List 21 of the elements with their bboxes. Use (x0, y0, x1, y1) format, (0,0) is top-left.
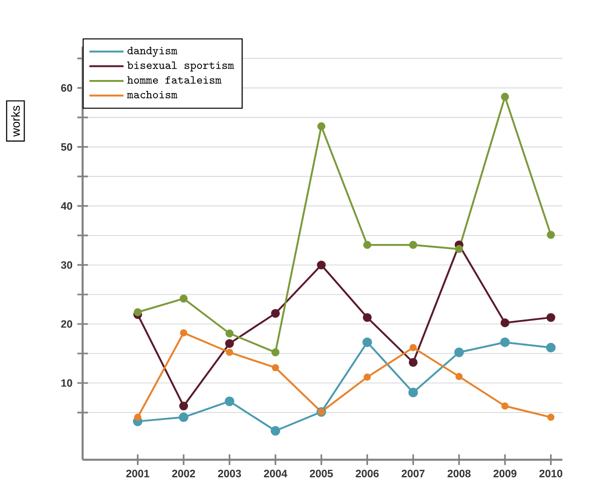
y-axis-title: works (11, 106, 20, 137)
x-tick-label: 2006 (356, 470, 379, 478)
x-tick-label: 2009 (493, 470, 516, 478)
x-tick-label: 2003 (218, 470, 241, 478)
y-tick-label: 40 (60, 202, 72, 210)
y-tick-label: 20 (61, 320, 72, 328)
y-tick-label: 30 (60, 261, 72, 269)
legend-label: dandyism (128, 47, 178, 58)
x-tick-label: 2008 (448, 470, 471, 478)
x-tick-label: 2004 (264, 470, 288, 478)
x-tick-label: 2002 (172, 470, 196, 478)
x-tick-label: 2005 (310, 470, 333, 478)
y-tick-label: 10 (61, 379, 72, 387)
y-tick-label: 50 (61, 143, 72, 151)
y-tick-label: 60 (61, 84, 72, 92)
legend-label: homme fataleism (127, 76, 222, 84)
legend-label: bisexual sportism (127, 62, 234, 72)
legend-label: machoism (127, 91, 178, 98)
x-tick-label: 2001 (126, 470, 150, 478)
x-tick-label: 2010 (539, 470, 562, 478)
x-tick-label: 2007 (402, 470, 425, 478)
